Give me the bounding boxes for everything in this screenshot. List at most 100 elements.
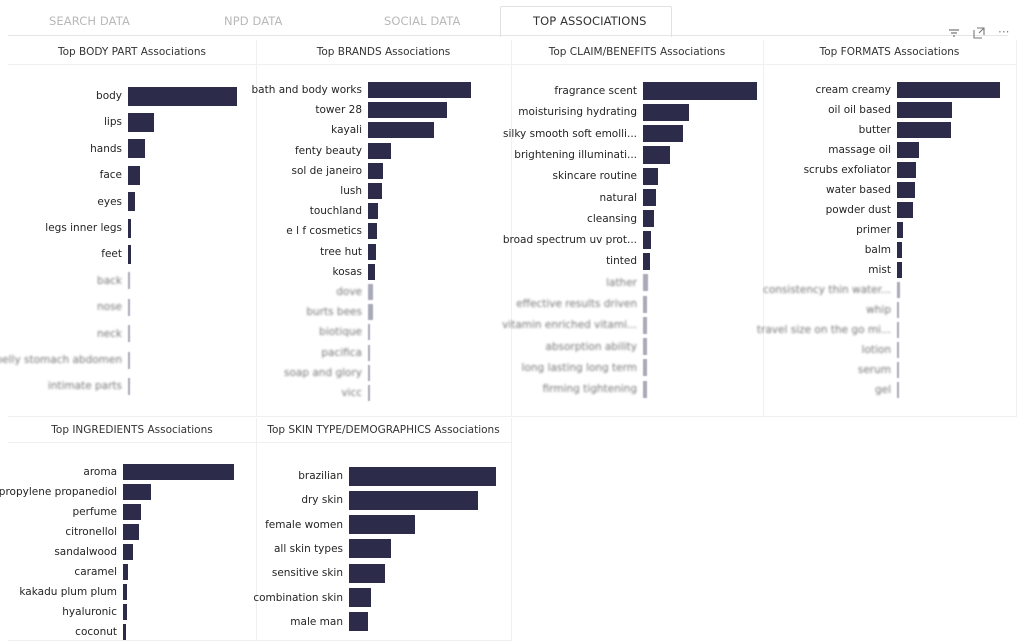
bar[interactable] <box>128 192 135 212</box>
bar[interactable] <box>368 243 376 260</box>
category-label: moisturising hydrating <box>518 106 637 119</box>
bar[interactable] <box>643 295 647 313</box>
chart-title: Top BODY PART Associations <box>58 46 206 58</box>
bar[interactable] <box>897 282 900 298</box>
bar[interactable] <box>643 231 651 249</box>
bar[interactable] <box>368 384 370 402</box>
bar[interactable] <box>897 142 919 158</box>
bar[interactable] <box>897 82 1000 98</box>
bar[interactable] <box>368 162 383 179</box>
bar[interactable] <box>368 223 377 240</box>
bar[interactable] <box>368 142 391 159</box>
bar[interactable] <box>897 382 899 398</box>
bar[interactable] <box>368 203 378 220</box>
bar[interactable] <box>123 484 151 500</box>
bar[interactable] <box>897 102 952 118</box>
bar[interactable] <box>897 302 899 318</box>
chart-title: Top FORMATS Associations <box>819 46 960 58</box>
bar[interactable] <box>897 242 902 258</box>
bar[interactable] <box>128 377 130 395</box>
bar[interactable] <box>349 612 368 632</box>
tab-social-data[interactable]: SOCIAL DATA <box>384 14 461 28</box>
focus-mode-icon[interactable] <box>973 27 985 42</box>
bar[interactable] <box>897 222 903 238</box>
bar[interactable] <box>349 563 385 583</box>
bar[interactable] <box>128 112 154 132</box>
bar[interactable] <box>368 364 370 381</box>
category-label: firming tightening <box>542 383 637 396</box>
bar[interactable] <box>897 322 899 338</box>
chart-body-part: Top BODY PART Associations body lips hands f… <box>0 40 257 417</box>
category-label: feet <box>101 248 122 261</box>
bar[interactable] <box>123 544 133 560</box>
bar[interactable] <box>128 272 130 290</box>
bar[interactable] <box>123 464 234 480</box>
category-label: consistency thin water... <box>763 284 891 296</box>
bar[interactable] <box>368 122 434 139</box>
bar[interactable] <box>897 342 899 358</box>
bar[interactable] <box>123 584 127 600</box>
bar[interactable] <box>897 362 899 378</box>
bar[interactable] <box>643 380 647 398</box>
title-divider <box>8 442 256 443</box>
bar[interactable] <box>123 604 127 620</box>
bar[interactable] <box>128 165 140 185</box>
bar[interactable] <box>643 188 656 207</box>
category-label: natural <box>599 191 637 204</box>
bar[interactable] <box>368 304 373 321</box>
filter-icon[interactable] <box>948 27 960 42</box>
bar[interactable] <box>128 86 237 106</box>
bar[interactable] <box>368 81 471 99</box>
bar[interactable] <box>643 103 689 121</box>
bar[interactable] <box>368 102 447 119</box>
bar[interactable] <box>643 359 647 377</box>
tab-npd-data[interactable]: NPD DATA <box>224 14 283 28</box>
bar[interactable] <box>643 338 647 356</box>
category-label: hands <box>90 142 122 155</box>
tab-search-data[interactable]: SEARCH DATA <box>49 14 130 28</box>
bar[interactable] <box>123 624 126 640</box>
bar[interactable] <box>123 564 128 580</box>
bar[interactable] <box>368 283 373 301</box>
bar[interactable] <box>897 262 902 278</box>
bar[interactable] <box>128 298 130 316</box>
bar[interactable] <box>368 263 375 280</box>
bar[interactable] <box>128 139 145 159</box>
bar[interactable] <box>897 182 915 198</box>
category-label: fragrance scent <box>554 85 637 97</box>
bar[interactable] <box>349 490 478 510</box>
category-label: male man <box>290 615 343 628</box>
more-options-button[interactable]: ··· <box>998 25 1010 39</box>
bar[interactable] <box>368 324 370 341</box>
bar[interactable] <box>349 539 391 559</box>
bar[interactable] <box>128 325 130 343</box>
bar[interactable] <box>897 122 951 138</box>
category-label: nose <box>96 301 122 314</box>
bar[interactable] <box>643 274 648 292</box>
bar[interactable] <box>368 182 382 200</box>
bar[interactable] <box>643 316 647 334</box>
tab-top-associations[interactable]: TOP ASSOCIATIONS <box>533 14 647 28</box>
bar[interactable] <box>349 588 371 607</box>
category-label: neck <box>97 327 122 340</box>
bar[interactable] <box>368 344 370 361</box>
bar[interactable] <box>123 504 141 520</box>
bar[interactable] <box>123 524 139 540</box>
bar[interactable] <box>643 82 757 100</box>
bar[interactable] <box>897 162 916 178</box>
bar[interactable] <box>643 146 670 164</box>
bar[interactable] <box>897 202 913 218</box>
bar[interactable] <box>128 351 130 369</box>
bar[interactable] <box>643 124 683 143</box>
bar[interactable] <box>643 252 650 271</box>
bar[interactable] <box>643 210 654 228</box>
chart-brands: Top BRANDS Associations bath and body wor… <box>252 40 512 417</box>
chart-title: Top CLAIM/BENEFITS Associations <box>548 46 726 58</box>
category-label: gel <box>874 384 891 396</box>
bar[interactable] <box>128 244 131 264</box>
bar[interactable] <box>643 167 658 185</box>
category-label: powder dust <box>825 204 891 216</box>
bar[interactable] <box>128 218 131 238</box>
bar[interactable] <box>349 466 496 486</box>
bar[interactable] <box>349 515 415 535</box>
